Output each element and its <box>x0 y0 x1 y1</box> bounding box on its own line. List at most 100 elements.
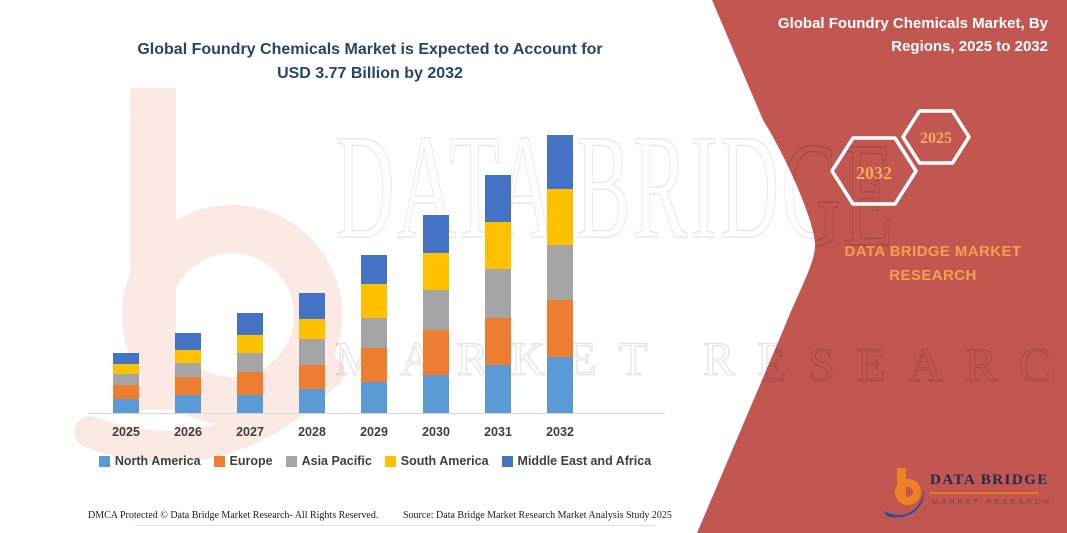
chart-title: Global Foundry Chemicals Market is Expec… <box>75 38 665 86</box>
bar-segment-europe <box>361 348 387 382</box>
legend-item-europe: Europe <box>213 454 273 468</box>
legend-swatch-icon <box>285 455 297 467</box>
bar-segment-south-america <box>547 188 573 245</box>
logo-underline <box>930 492 1038 494</box>
bar-segment-asia-pacific <box>547 244 573 301</box>
x-axis-label-2025: 2025 <box>112 425 140 439</box>
hexagon-front-year-label: 2025 <box>920 130 952 147</box>
footer-divider <box>135 525 655 526</box>
stacked-bar-2029 <box>361 255 387 413</box>
legend-item-south-america: South America <box>384 454 489 468</box>
sidebar-title: Global Foundry Chemicals Market, By Regi… <box>740 12 1048 59</box>
bar-segment-europe <box>547 300 573 357</box>
bar-segment-middle-east-and-africa <box>547 135 573 189</box>
sidebar-title-line2: Regions, 2025 to 2032 <box>891 38 1048 56</box>
bar-segment-north-america <box>485 365 511 413</box>
hexagon-2025-icon <box>901 109 971 165</box>
brand-text-line1: DATA BRIDGE MARKET <box>844 243 1022 260</box>
bar-segment-middle-east-and-africa <box>237 313 263 336</box>
stacked-bar-2030 <box>423 215 449 414</box>
stacked-bar-2032 <box>547 135 573 413</box>
bar-segment-asia-pacific <box>423 290 449 330</box>
bar-segment-asia-pacific <box>485 268 511 318</box>
bar-segment-europe <box>423 329 449 375</box>
bar-segment-south-america <box>361 283 387 319</box>
legend-label: North America <box>114 454 201 468</box>
sidebar-watermark-row2: MARKET RESEARCH <box>335 339 1067 392</box>
bar-segment-middle-east-and-africa <box>175 333 201 350</box>
bar-segment-europe <box>113 384 139 400</box>
chart-title-line2: USD 3.77 Billion by 2032 <box>277 65 463 82</box>
legend-label: Europe <box>229 454 273 468</box>
sidebar-shape <box>697 0 1067 533</box>
legend-swatch-icon <box>213 455 225 467</box>
bar-segment-asia-pacific <box>299 338 325 366</box>
bar-segment-south-america <box>299 318 325 339</box>
bar-segment-north-america <box>547 356 573 413</box>
bar-segment-middle-east-and-africa <box>299 293 325 319</box>
x-axis-label-2029: 2029 <box>360 425 388 439</box>
legend-label: Middle East and Africa <box>517 454 652 468</box>
sidebar-watermark-row1: DATA BRIDGE <box>335 112 896 278</box>
bar-segment-europe <box>175 376 201 395</box>
legend-swatch-icon <box>501 455 513 467</box>
bar-segment-north-america <box>237 394 263 413</box>
stacked-bar-2031 <box>485 175 511 413</box>
bar-segment-middle-east-and-africa <box>361 255 387 284</box>
stacked-bar-2025 <box>113 353 139 413</box>
bar-segment-asia-pacific <box>175 363 201 377</box>
source-footer-text: Source: Data Bridge Market Research Mark… <box>403 510 672 521</box>
x-axis-label-2026: 2026 <box>174 425 202 439</box>
x-axis-label-2027: 2027 <box>236 425 264 439</box>
legend-swatch-icon <box>98 455 110 467</box>
bar-segment-asia-pacific <box>361 318 387 349</box>
bar-segment-south-america <box>485 222 511 269</box>
logo-tagline-text: MARKET RESEARCH <box>932 497 1052 506</box>
bar-segment-europe <box>299 365 325 389</box>
bar-segment-middle-east-and-africa <box>485 175 511 223</box>
bars-layer: 2025 2026 2027 2028 2029 2030 2031 2032 <box>112 135 574 439</box>
x-axis-label-2028: 2028 <box>298 425 326 439</box>
legend-label: Asia Pacific <box>301 454 372 468</box>
stacked-bar-2026 <box>175 333 201 413</box>
year-hexagons: 2025 2032 <box>830 109 971 206</box>
stacked-bar-2027 <box>237 313 263 413</box>
hexagon-back-year-label: 2032 <box>856 163 892 183</box>
bar-segment-asia-pacific <box>113 374 139 385</box>
bar-segment-middle-east-and-africa <box>113 353 139 365</box>
bar-segment-south-america <box>237 335 263 354</box>
sidebar-title-line1: Global Foundry Chemicals Market, By <box>777 15 1048 32</box>
x-axis-label-2031: 2031 <box>484 425 512 439</box>
bar-segment-south-america <box>423 253 449 291</box>
x-axis-label-2032: 2032 <box>546 425 574 439</box>
legend: North America Europe Asia Pacific South Ame… <box>70 454 680 468</box>
stacked-bar-2028 <box>299 293 325 413</box>
legend-item-middle-east-and-africa: Middle East and Africa <box>501 454 652 468</box>
bar-segment-north-america <box>175 394 201 413</box>
bar-segment-north-america <box>299 388 325 413</box>
bar-segment-south-america <box>113 364 139 375</box>
data-bridge-logo-icon <box>884 468 925 518</box>
legend-label: South America <box>400 454 489 468</box>
bar-segment-north-america <box>361 381 387 413</box>
x-axis-line <box>88 413 665 414</box>
bar-segment-middle-east-and-africa <box>423 215 449 254</box>
bar-segment-europe <box>485 317 511 366</box>
bar-segment-north-america <box>113 399 139 413</box>
brand-text: DATA BRIDGE MARKET RESEARCH <box>818 240 1048 288</box>
bar-segment-south-america <box>175 350 201 364</box>
dmca-footer-text: DMCA Protected © Data Bridge Market Rese… <box>88 510 379 521</box>
logo-name-text: DATA BRIDGE <box>930 472 1049 488</box>
brand-text-line2: RESEARCH <box>889 267 977 284</box>
legend-item-asia-pacific: Asia Pacific <box>285 454 372 468</box>
bar-segment-asia-pacific <box>237 353 263 372</box>
bar-segment-north-america <box>423 374 449 414</box>
legend-swatch-icon <box>384 455 396 467</box>
bar-segment-europe <box>237 371 263 395</box>
legend-item-north-america: North America <box>98 454 201 468</box>
chart-title-line1: Global Foundry Chemicals Market is Expec… <box>137 41 603 58</box>
x-axis-label-2030: 2030 <box>422 425 450 439</box>
hexagon-2032-icon <box>830 136 918 206</box>
